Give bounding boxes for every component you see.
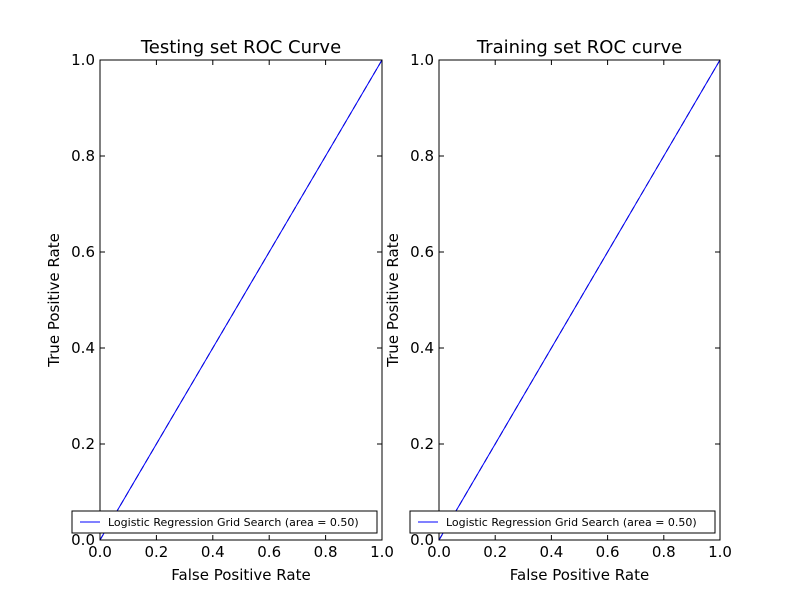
chart-1-legend-box xyxy=(71,510,378,534)
chart-2-legend-label: Logistic Regression Grid Search (area = … xyxy=(446,516,697,529)
chart-1-panel: 0.0 0.2 0.4 0.6 0.8 1.0 0.0 0.2 0.4 0.6 0.8 1.0 Test… xyxy=(45,37,394,584)
chart-2-x-tick-label: 0.2 xyxy=(483,543,507,561)
chart-2-x-tick-label: 0.6 xyxy=(596,543,620,561)
chart-2-x-tick-label: 0.0 xyxy=(427,543,451,561)
chart-1-series-line xyxy=(99,59,383,541)
chart-1-x-tick-label: 0.0 xyxy=(88,543,112,561)
chart-1-y-tick-label: 0.0 xyxy=(71,531,95,549)
chart-2-x-axis-label: False Positive Rate xyxy=(510,566,649,584)
chart-2-y-tick-label: 1.0 xyxy=(410,51,434,69)
chart-1-x-tick-label: 1.0 xyxy=(370,543,394,561)
chart-2-legend-box xyxy=(409,510,716,534)
chart-1-x-tick-label: 0.4 xyxy=(201,543,225,561)
chart-2-x-tick-label: 0.8 xyxy=(652,543,676,561)
chart-1-y-tick-label: 0.6 xyxy=(71,243,95,261)
chart-1-x-tick-label: 0.6 xyxy=(257,543,281,561)
chart-2-x-tick-label: 0.4 xyxy=(539,543,563,561)
chart-2-panel: 0.0 0.2 0.4 0.6 0.8 1.0 0.0 0.2 0.4 0.6 0.8 1.0 Trai… xyxy=(384,37,732,584)
chart-1-x-axis-label: False Positive Rate xyxy=(171,566,310,584)
chart-2-y-tick-label: 0.4 xyxy=(410,339,434,357)
chart-1-x-tick-label: 0.2 xyxy=(144,543,168,561)
chart-1-y-tick-label: 0.8 xyxy=(71,147,95,165)
chart-1-y-axis-label: True Positive Rate xyxy=(45,233,63,368)
chart-1-x-tick-label: 0.8 xyxy=(314,543,338,561)
chart-1-y-tick-label: 1.0 xyxy=(71,51,95,69)
chart-2-axes-frame xyxy=(438,59,721,541)
chart-2-y-tick-label: 0.0 xyxy=(410,531,434,549)
chart-1-legend: Logistic Regression Grid Search (area = … xyxy=(71,510,378,534)
chart-1-y-tick-label: 0.2 xyxy=(71,435,95,453)
chart-2-legend: Logistic Regression Grid Search (area = … xyxy=(409,510,716,534)
chart-1-title: Testing set ROC Curve xyxy=(140,37,341,58)
chart-2-y-tick-label: 0.8 xyxy=(410,147,434,165)
chart-2-y-axis-label: True Positive Rate xyxy=(384,233,402,368)
chart-1-legend-label: Logistic Regression Grid Search (area = … xyxy=(108,516,359,529)
chart-1-axes-frame xyxy=(99,59,383,541)
chart-2-title: Training set ROC curve xyxy=(476,37,682,58)
chart-2-y-tick-label: 0.2 xyxy=(410,435,434,453)
chart-1-y-tick-label: 0.4 xyxy=(71,339,95,357)
chart-2-y-tick-label: 0.6 xyxy=(410,243,434,261)
chart-2-x-tick-label: 1.0 xyxy=(708,543,732,561)
chart-2-series-line xyxy=(438,59,721,541)
